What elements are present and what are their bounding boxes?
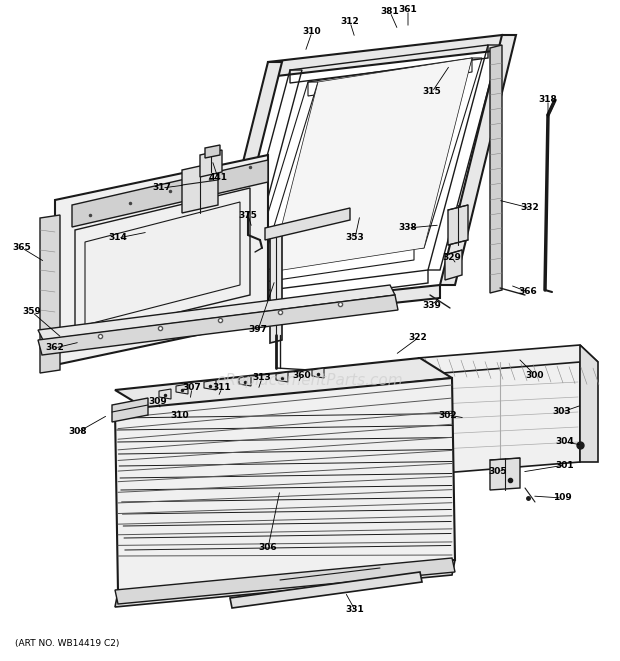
Text: 329: 329 [443, 254, 461, 262]
Text: 331: 331 [345, 605, 365, 615]
Text: 338: 338 [399, 223, 417, 233]
Polygon shape [115, 358, 452, 410]
Polygon shape [72, 160, 268, 227]
Text: 301: 301 [556, 461, 574, 469]
Text: 302: 302 [439, 410, 458, 420]
Polygon shape [55, 155, 268, 365]
Text: 361: 361 [399, 5, 417, 15]
Polygon shape [580, 345, 598, 462]
Polygon shape [490, 45, 502, 293]
Polygon shape [490, 458, 520, 490]
Text: 314: 314 [108, 233, 128, 243]
Text: eReplacementParts.com: eReplacementParts.com [216, 373, 404, 387]
Polygon shape [38, 285, 395, 340]
Text: 332: 332 [521, 204, 539, 212]
Polygon shape [418, 345, 598, 375]
Text: 317: 317 [153, 184, 172, 192]
Polygon shape [448, 205, 468, 245]
Polygon shape [239, 376, 251, 386]
Polygon shape [206, 62, 282, 310]
Text: 311: 311 [213, 383, 231, 393]
Text: 313: 313 [252, 373, 272, 383]
Polygon shape [230, 572, 422, 608]
Polygon shape [265, 208, 350, 240]
Text: 300: 300 [526, 371, 544, 379]
Text: (ART NO. WB14419 C2): (ART NO. WB14419 C2) [15, 639, 120, 648]
Polygon shape [112, 398, 148, 422]
Polygon shape [115, 378, 455, 592]
Text: 303: 303 [552, 407, 571, 416]
Text: 306: 306 [259, 543, 277, 553]
Text: 441: 441 [208, 173, 228, 182]
Text: 375: 375 [239, 210, 257, 219]
Text: 307: 307 [183, 383, 202, 393]
Text: 366: 366 [518, 288, 538, 297]
Text: 353: 353 [345, 233, 365, 243]
Polygon shape [440, 35, 516, 285]
Text: 310: 310 [170, 410, 189, 420]
Polygon shape [200, 150, 222, 177]
Polygon shape [206, 285, 440, 323]
Text: 397: 397 [249, 325, 267, 334]
Text: 308: 308 [69, 428, 87, 436]
Text: 318: 318 [539, 95, 557, 104]
Text: 360: 360 [293, 371, 311, 379]
Polygon shape [115, 558, 455, 604]
Text: 339: 339 [423, 301, 441, 309]
Text: 305: 305 [489, 467, 507, 477]
Text: 322: 322 [409, 334, 427, 342]
Polygon shape [38, 295, 398, 355]
Polygon shape [115, 560, 455, 607]
Polygon shape [270, 58, 472, 272]
Polygon shape [268, 35, 502, 77]
Text: 359: 359 [22, 307, 42, 317]
Text: 309: 309 [149, 397, 167, 407]
Polygon shape [40, 215, 60, 373]
Polygon shape [270, 227, 282, 343]
Text: 365: 365 [12, 243, 32, 253]
Polygon shape [276, 372, 288, 382]
Polygon shape [182, 162, 218, 213]
Text: 362: 362 [46, 344, 64, 352]
Text: 312: 312 [340, 17, 360, 26]
Polygon shape [176, 384, 188, 394]
Polygon shape [445, 250, 462, 280]
Polygon shape [312, 368, 324, 378]
Polygon shape [159, 389, 171, 399]
Text: 315: 315 [423, 87, 441, 97]
Polygon shape [418, 362, 580, 475]
Polygon shape [204, 380, 216, 390]
Text: 310: 310 [303, 28, 321, 36]
Polygon shape [205, 145, 220, 158]
Text: 109: 109 [552, 494, 572, 502]
Text: 381: 381 [381, 7, 399, 17]
Text: 304: 304 [556, 438, 574, 446]
